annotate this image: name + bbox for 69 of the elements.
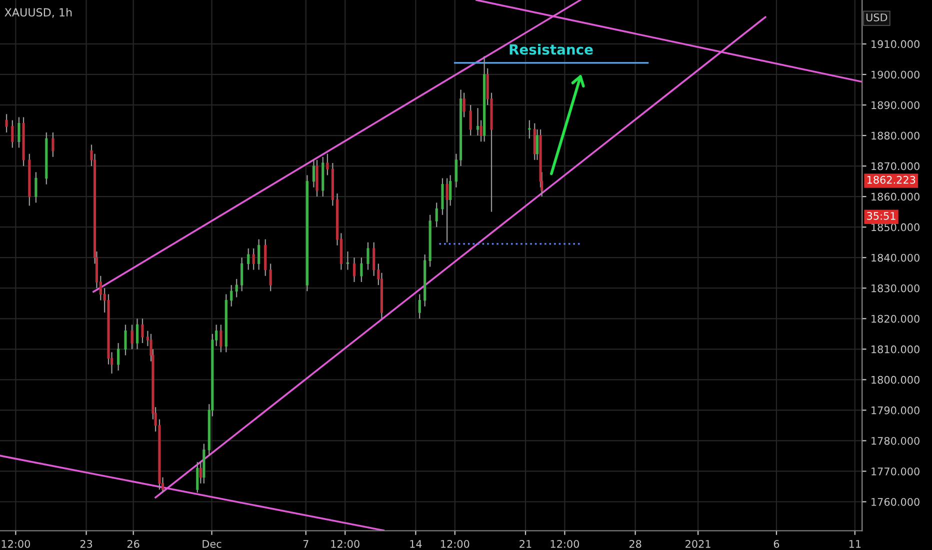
candlestick [196, 462, 199, 494]
y-tick-label: 1880.000 [872, 132, 920, 140]
y-tick-label: 1760.000 [872, 498, 920, 506]
candlestick [247, 248, 250, 270]
y-tick-label: 1800.000 [872, 376, 920, 384]
x-tick-label: 28 [629, 540, 642, 548]
candlestick [235, 278, 238, 298]
candlestick [220, 324, 222, 353]
x-tick-label: 7 [303, 540, 308, 548]
candlestick [462, 92, 466, 118]
candlestick [418, 294, 421, 320]
x-tick-label: 6 [774, 540, 780, 548]
candlestick [352, 257, 356, 283]
candlestick [469, 104, 472, 136]
candlestick [199, 462, 202, 484]
y-tick-label: 1790.000 [872, 406, 920, 414]
x-tick-label: 2021 [686, 540, 710, 548]
candlestick [435, 202, 438, 228]
x-tick-label: 14 [410, 540, 422, 548]
candlestick [130, 324, 134, 350]
y-tick-label: 1900.000 [872, 70, 920, 79]
x-tick-label: 12:00 [2, 540, 30, 548]
candlestick [11, 120, 14, 148]
y-axis-title: USD [866, 13, 888, 22]
candlestick [446, 178, 448, 243]
candlestick [230, 284, 233, 307]
text: XAUUSD, 1h [4, 8, 72, 18]
candlestick [18, 116, 20, 148]
candlestick [454, 153, 458, 188]
text: 1862.223 [867, 176, 916, 184]
candlestick [141, 318, 144, 344]
y-tick-label: 1870.000 [872, 162, 920, 170]
candlestick [269, 263, 272, 292]
candlestick [258, 238, 260, 270]
candlestick [117, 342, 120, 372]
y-tick-label: 1770.000 [872, 467, 920, 476]
text: 35:51 [867, 212, 896, 220]
x-tick-label: 12:00 [331, 540, 360, 548]
candlestick [326, 153, 329, 176]
candlestick [372, 242, 376, 276]
candlestick [346, 250, 350, 270]
x-tick-label: 21 [520, 540, 532, 548]
y-tick-label: 1860.000 [872, 192, 920, 201]
candlestick [5, 114, 8, 134]
candlestick [312, 159, 316, 188]
x-tick-label: 12:00 [441, 540, 470, 548]
candlestick [476, 107, 480, 136]
candlestick [34, 172, 38, 204]
y-tick-label: 1820.000 [872, 314, 920, 323]
candlestick [528, 120, 531, 140]
x-tick-label: Dec [202, 540, 222, 548]
x-tick-label: 11 [849, 540, 861, 548]
candlestick [366, 242, 370, 270]
candlestick [360, 257, 363, 283]
candlestick [240, 257, 244, 292]
x-tick-label: 26 [127, 540, 140, 548]
y-tick-label: 1910.000 [872, 40, 920, 48]
y-tick-label: 1840.000 [872, 254, 920, 262]
x-tick-label: 12:00 [550, 540, 580, 548]
y-tick-label: 1830.000 [872, 284, 920, 292]
candlestick [136, 318, 139, 350]
y-tick-label: 1780.000 [872, 436, 920, 445]
candlestick [252, 248, 255, 270]
candlestick [52, 132, 54, 158]
annotation: Resistance [510, 44, 593, 55]
candlestick [124, 324, 127, 356]
y-tick-label: 1890.000 [872, 101, 920, 110]
y-tick-label: 1810.000 [872, 345, 920, 354]
x-tick-label: 23 [80, 540, 92, 548]
